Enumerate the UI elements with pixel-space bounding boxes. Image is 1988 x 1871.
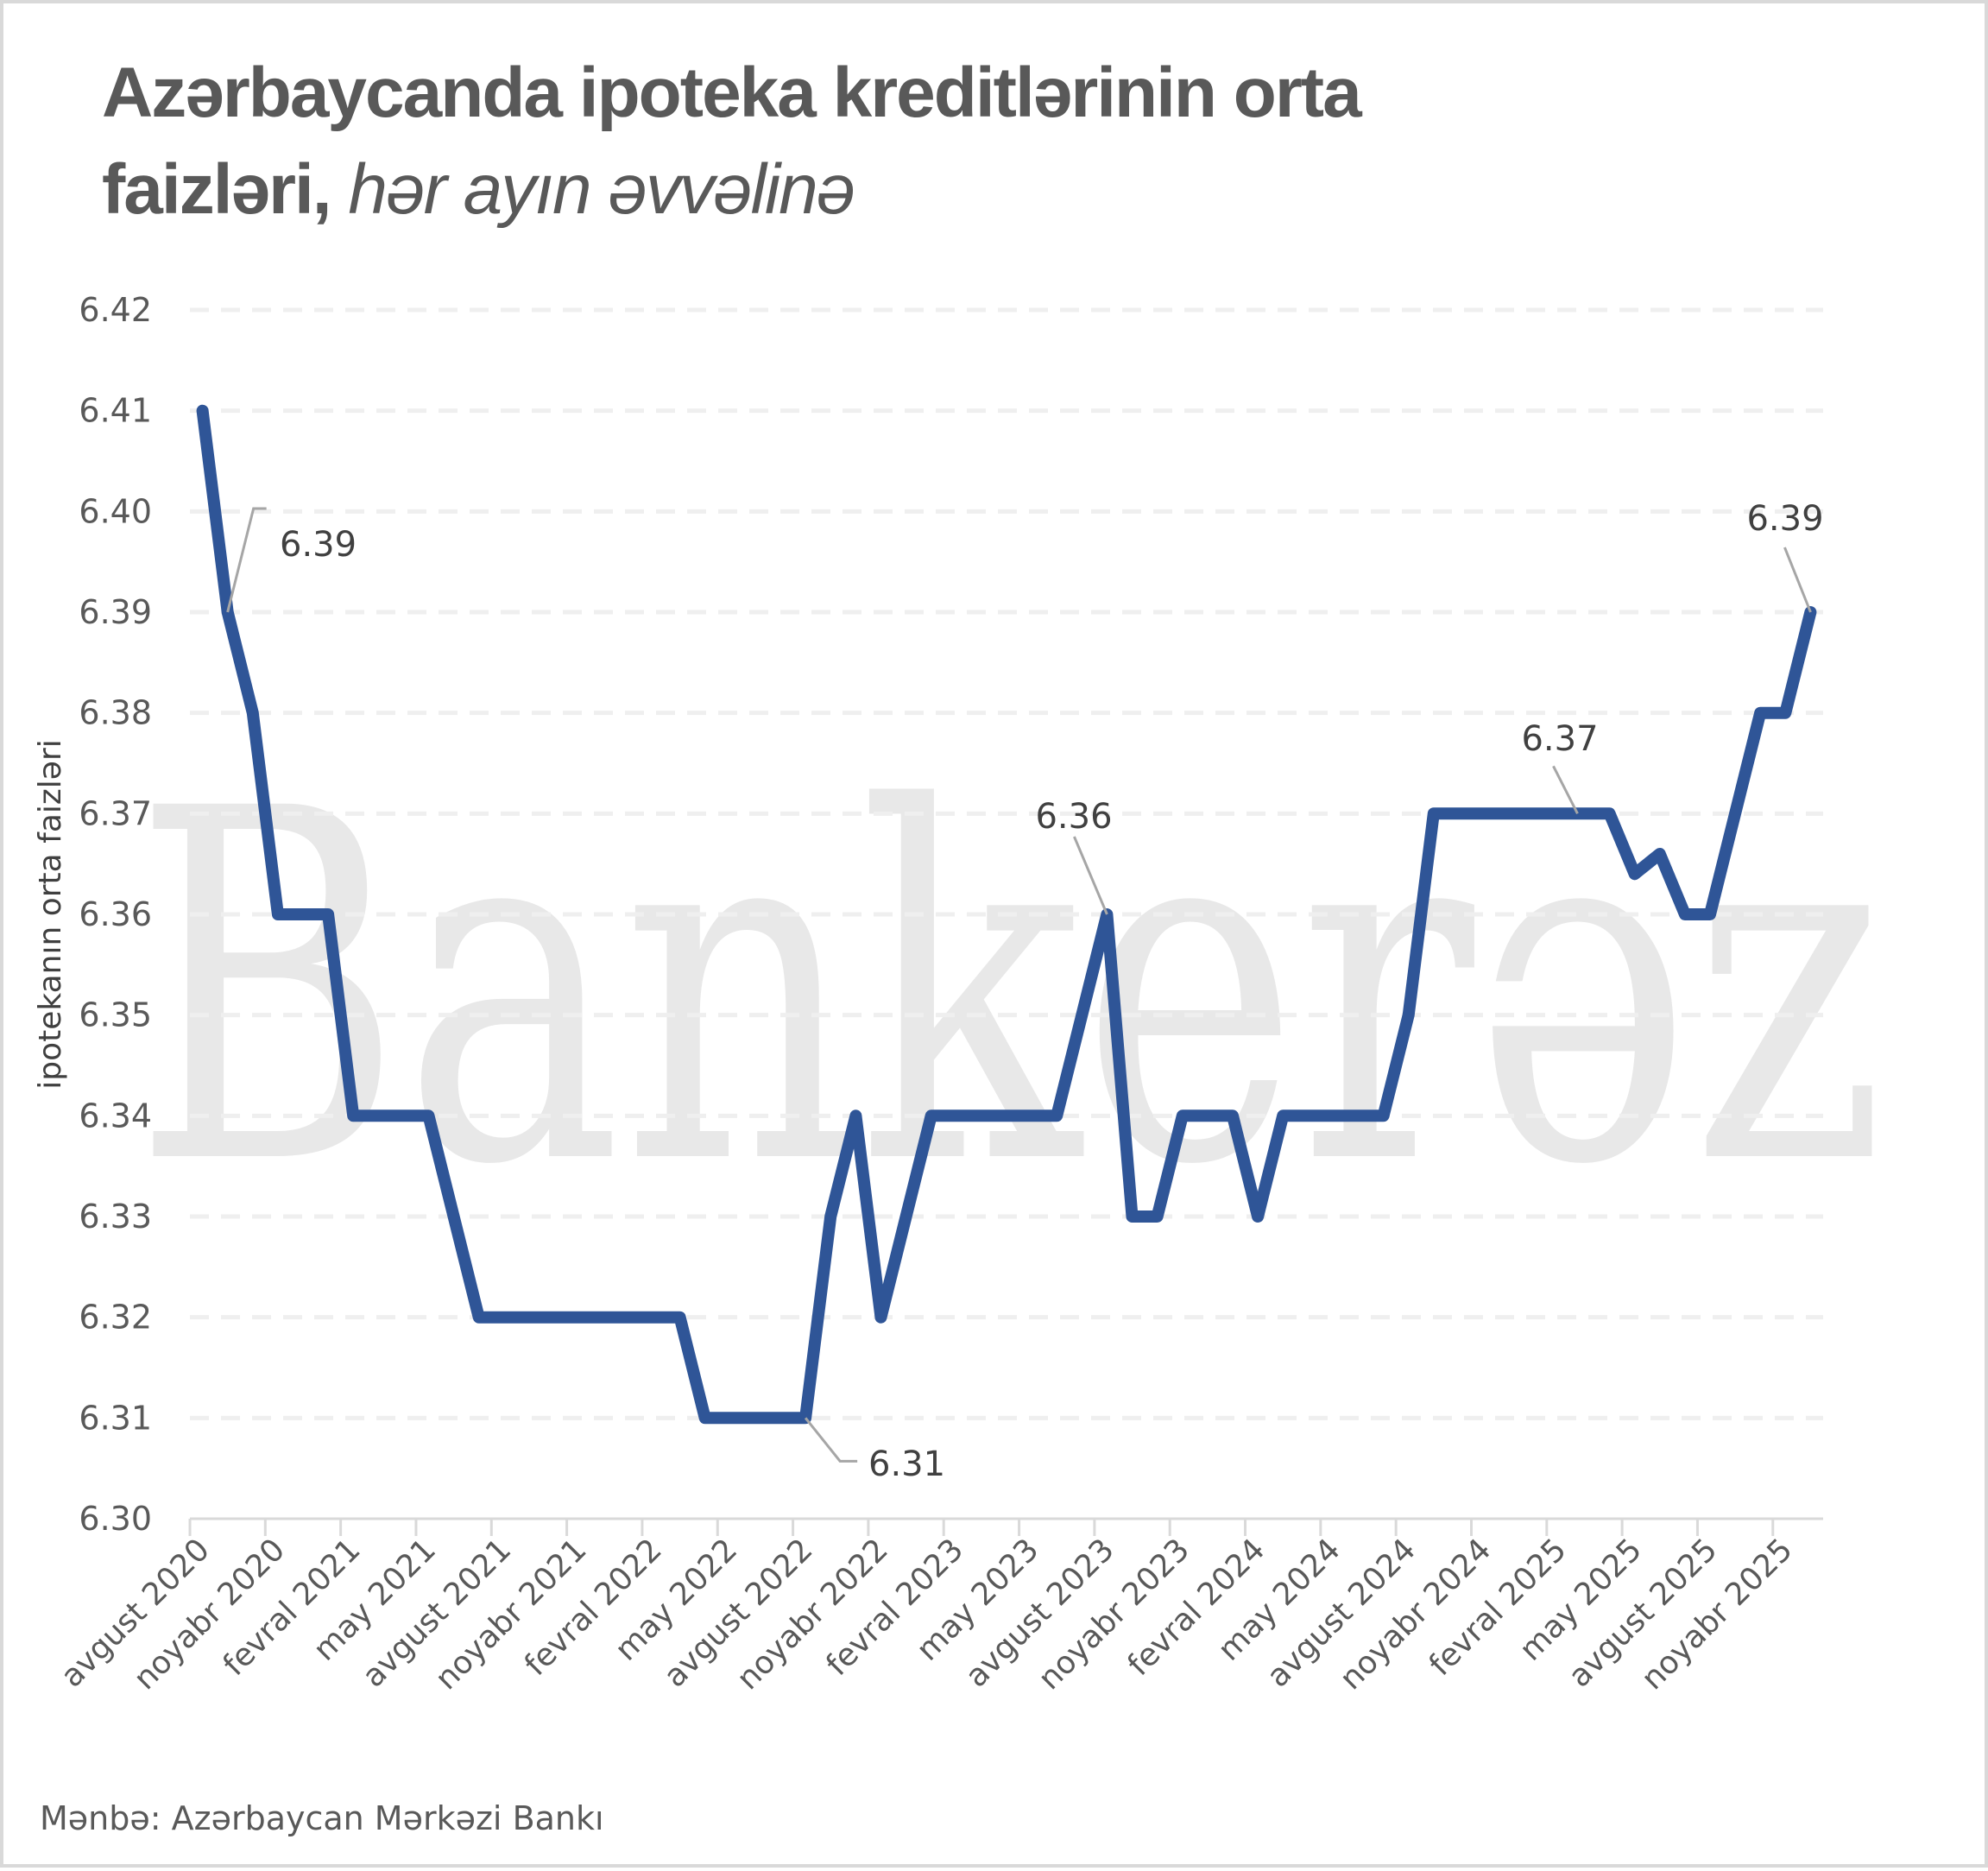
rate-line xyxy=(196,404,1817,1425)
y-tick-label: 6.41 xyxy=(79,392,152,430)
data-label: 6.39 xyxy=(280,525,357,565)
data-labels: 6.39 6.31 6.36 6.37 6.39 xyxy=(226,499,1824,1484)
y-tick-label: 6.31 xyxy=(79,1399,152,1437)
y-axis-title: ipotekanın orta faizləri xyxy=(33,739,68,1090)
y-tick-label: 6.42 xyxy=(79,291,152,329)
y-tick-label: 6.39 xyxy=(79,593,152,631)
leader-line xyxy=(226,507,267,613)
y-tick-label: 6.38 xyxy=(79,694,152,732)
leader-line xyxy=(1783,547,1812,613)
chart-title: Azərbaycanda ipoteka kreditlərinin orta … xyxy=(102,45,1828,238)
data-label: 6.36 xyxy=(1035,797,1112,837)
data-label: 6.39 xyxy=(1746,499,1823,539)
y-tick-label: 6.36 xyxy=(79,895,152,933)
y-tick-label: 6.32 xyxy=(79,1299,152,1337)
y-tick-label: 6.40 xyxy=(79,492,152,530)
data-label: 6.31 xyxy=(868,1444,945,1484)
y-tick-label: 6.35 xyxy=(79,996,152,1034)
data-label: 6.37 xyxy=(1521,719,1598,759)
leader-line xyxy=(804,1417,858,1463)
y-tick-label: 6.30 xyxy=(79,1500,152,1538)
line-chart: Bankerəz 6.306.316.326.336.346.356.366.3… xyxy=(33,291,1885,1697)
title-bold-line2: faizləri, xyxy=(102,150,332,229)
leader-line xyxy=(1552,765,1579,815)
y-tick-label: 6.37 xyxy=(79,794,152,832)
watermark: Bankerəz xyxy=(133,708,1885,1271)
leader-line xyxy=(1073,836,1108,915)
y-axis-ticks: 6.30 6.31 6.32 6.33 6.34 6.35 6.36 6.37 6.38 6.39… xyxy=(79,291,152,1538)
title-bold-line1: Azərbaycanda ipoteka kreditlərinin orta xyxy=(102,54,1362,132)
y-tick-label: 6.34 xyxy=(79,1097,152,1135)
series-line xyxy=(196,404,1817,1425)
source-note: Mənbə: Azərbaycan Mərkəzi Bankı xyxy=(40,1799,604,1837)
title-subtitle: hər ayın əvvəlinə xyxy=(348,150,855,229)
y-tick-label: 6.33 xyxy=(79,1198,152,1236)
